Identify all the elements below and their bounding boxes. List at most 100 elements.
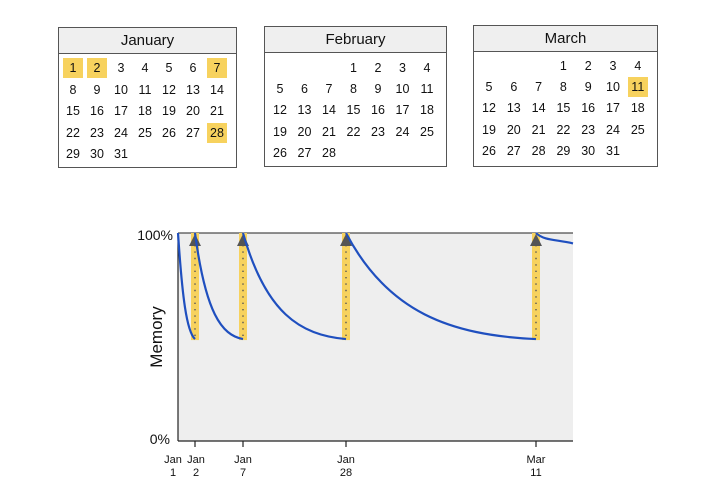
calendar-day: 25: [630, 122, 645, 137]
calendar-day: 13: [186, 82, 200, 97]
calendar-day: 31: [114, 147, 128, 161]
calendar-day: 12: [162, 82, 176, 97]
calendar-day: 22: [346, 124, 361, 139]
calendar-day: 20: [506, 122, 521, 137]
calendar-day: 3: [399, 61, 406, 75]
x-tick-label: Jan: [234, 454, 252, 466]
calendar-day: 21: [210, 104, 224, 118]
memory-curve: [241, 232, 347, 341]
calendar-day: 7: [535, 80, 543, 95]
calendar-day: 4: [634, 59, 642, 73]
x-tick-label: 1: [170, 467, 176, 479]
calendar-day: 6: [510, 80, 518, 95]
calendar-february: February 1 2 3 4 5 6 7 8 9 10 11 12 13 14 15 16 17 18 19 20…: [264, 26, 447, 167]
review-arrow-icon: [340, 234, 352, 246]
calendar-day: 11: [420, 82, 434, 97]
calendar-day: 31: [606, 143, 620, 158]
calendar-day: 24: [114, 125, 128, 140]
calendar-day: 2: [374, 61, 382, 75]
review-arrow-icon: [530, 234, 542, 246]
calendar-day: 30: [90, 147, 104, 161]
calendar-day: 18: [630, 101, 645, 116]
calendar-month-title: January: [59, 28, 236, 54]
calendar-day: 19: [482, 122, 496, 137]
calendar-day: 23: [581, 122, 596, 137]
calendar-day: 12: [482, 101, 496, 116]
calendar-day: 22: [556, 122, 571, 137]
calendar-day: 14: [210, 82, 224, 97]
calendar-day: 8: [350, 82, 357, 97]
calendar-day-highlighted: 1: [63, 58, 83, 78]
calendar-day: 14: [531, 101, 546, 116]
review-bar: [191, 233, 199, 341]
calendar-day: 13: [506, 101, 521, 116]
x-tick-label: 2: [193, 467, 199, 479]
calendar-day: 28: [322, 145, 336, 160]
calendar-day: 23: [371, 124, 385, 139]
calendar-day: 6: [301, 82, 308, 97]
calendar-day: 10: [606, 80, 620, 95]
calendar-day: 26: [482, 143, 496, 158]
calendar-day: 8: [559, 80, 567, 95]
calendar-day-highlighted: 7: [207, 58, 227, 78]
calendar-day: 3: [117, 61, 125, 75]
calendar-day: 15: [346, 103, 361, 118]
calendar-day: 17: [395, 103, 410, 118]
y-tick-label: 0%: [150, 431, 170, 447]
y-axis-label: Memory: [147, 306, 166, 368]
calendar-month-title: February: [265, 27, 446, 53]
calendar-day: 16: [371, 103, 385, 118]
calendar-day: 9: [93, 82, 101, 97]
calendar-day: 6: [189, 61, 197, 75]
calendar-day: 25: [420, 124, 434, 139]
calendar-day: 23: [90, 125, 104, 140]
calendar-day: 20: [186, 104, 200, 118]
calendar-day: 18: [420, 103, 434, 118]
calendar-march: March 1 2 3 4 5 6 7 8 9 10 11 12 13 14 15 16 17 18 19 20 21 2…: [473, 25, 658, 167]
calendar-day-highlighted: 2: [87, 58, 107, 78]
calendar-day: 22: [66, 125, 80, 140]
calendar-day: 21: [531, 122, 546, 137]
memory-curve: [176, 232, 196, 340]
calendar-day: 29: [66, 147, 80, 161]
calendar-day: 5: [165, 61, 173, 75]
memory-curve: [345, 232, 537, 341]
calendar-day: 24: [395, 124, 410, 139]
x-tick-label: Jan: [187, 454, 205, 466]
calendar-day: 1: [350, 61, 357, 75]
review-bar: [342, 233, 350, 341]
x-tick-label: Jan: [164, 454, 182, 466]
calendar-day: 25: [138, 125, 152, 140]
calendar-day: 9: [584, 80, 592, 95]
calendar-day: 15: [66, 104, 80, 118]
calendar-day: 10: [114, 82, 128, 97]
calendar-day: 24: [606, 122, 620, 137]
calendar-day: 11: [138, 82, 152, 97]
memory-curve: [193, 232, 244, 341]
calendar-day: 19: [273, 124, 287, 139]
calendar-day: 30: [581, 143, 596, 158]
calendar-day: 17: [606, 101, 620, 116]
calendar-day: 3: [609, 59, 617, 73]
review-bar: [532, 233, 540, 341]
x-tick-label: Mar: [527, 454, 546, 466]
calendar-day: 15: [556, 101, 571, 116]
calendar-day: 18: [138, 104, 152, 118]
calendar-january: January 1 2 3 4 5 6 7 8 9 10 11 12 13 14 15 16 17 18 19 20 2…: [58, 27, 237, 168]
calendar-day: 19: [162, 104, 176, 118]
calendar-day: 2: [584, 59, 592, 73]
calendar-day: 27: [186, 125, 200, 140]
memory-curve: [535, 232, 574, 245]
calendar-day: 1: [559, 59, 567, 73]
calendar-day: 27: [297, 145, 312, 160]
y-tick-label: 100%: [137, 227, 173, 243]
calendar-day: 29: [556, 143, 571, 158]
calendar-day: 8: [69, 82, 77, 97]
calendar-day: 28: [531, 143, 546, 158]
calendar-day-highlighted: 28: [207, 122, 227, 143]
calendar-day: 14: [322, 103, 336, 118]
calendar-day: 21: [322, 124, 336, 139]
calendar-day: 26: [162, 125, 176, 140]
calendar-day: 17: [114, 104, 128, 118]
